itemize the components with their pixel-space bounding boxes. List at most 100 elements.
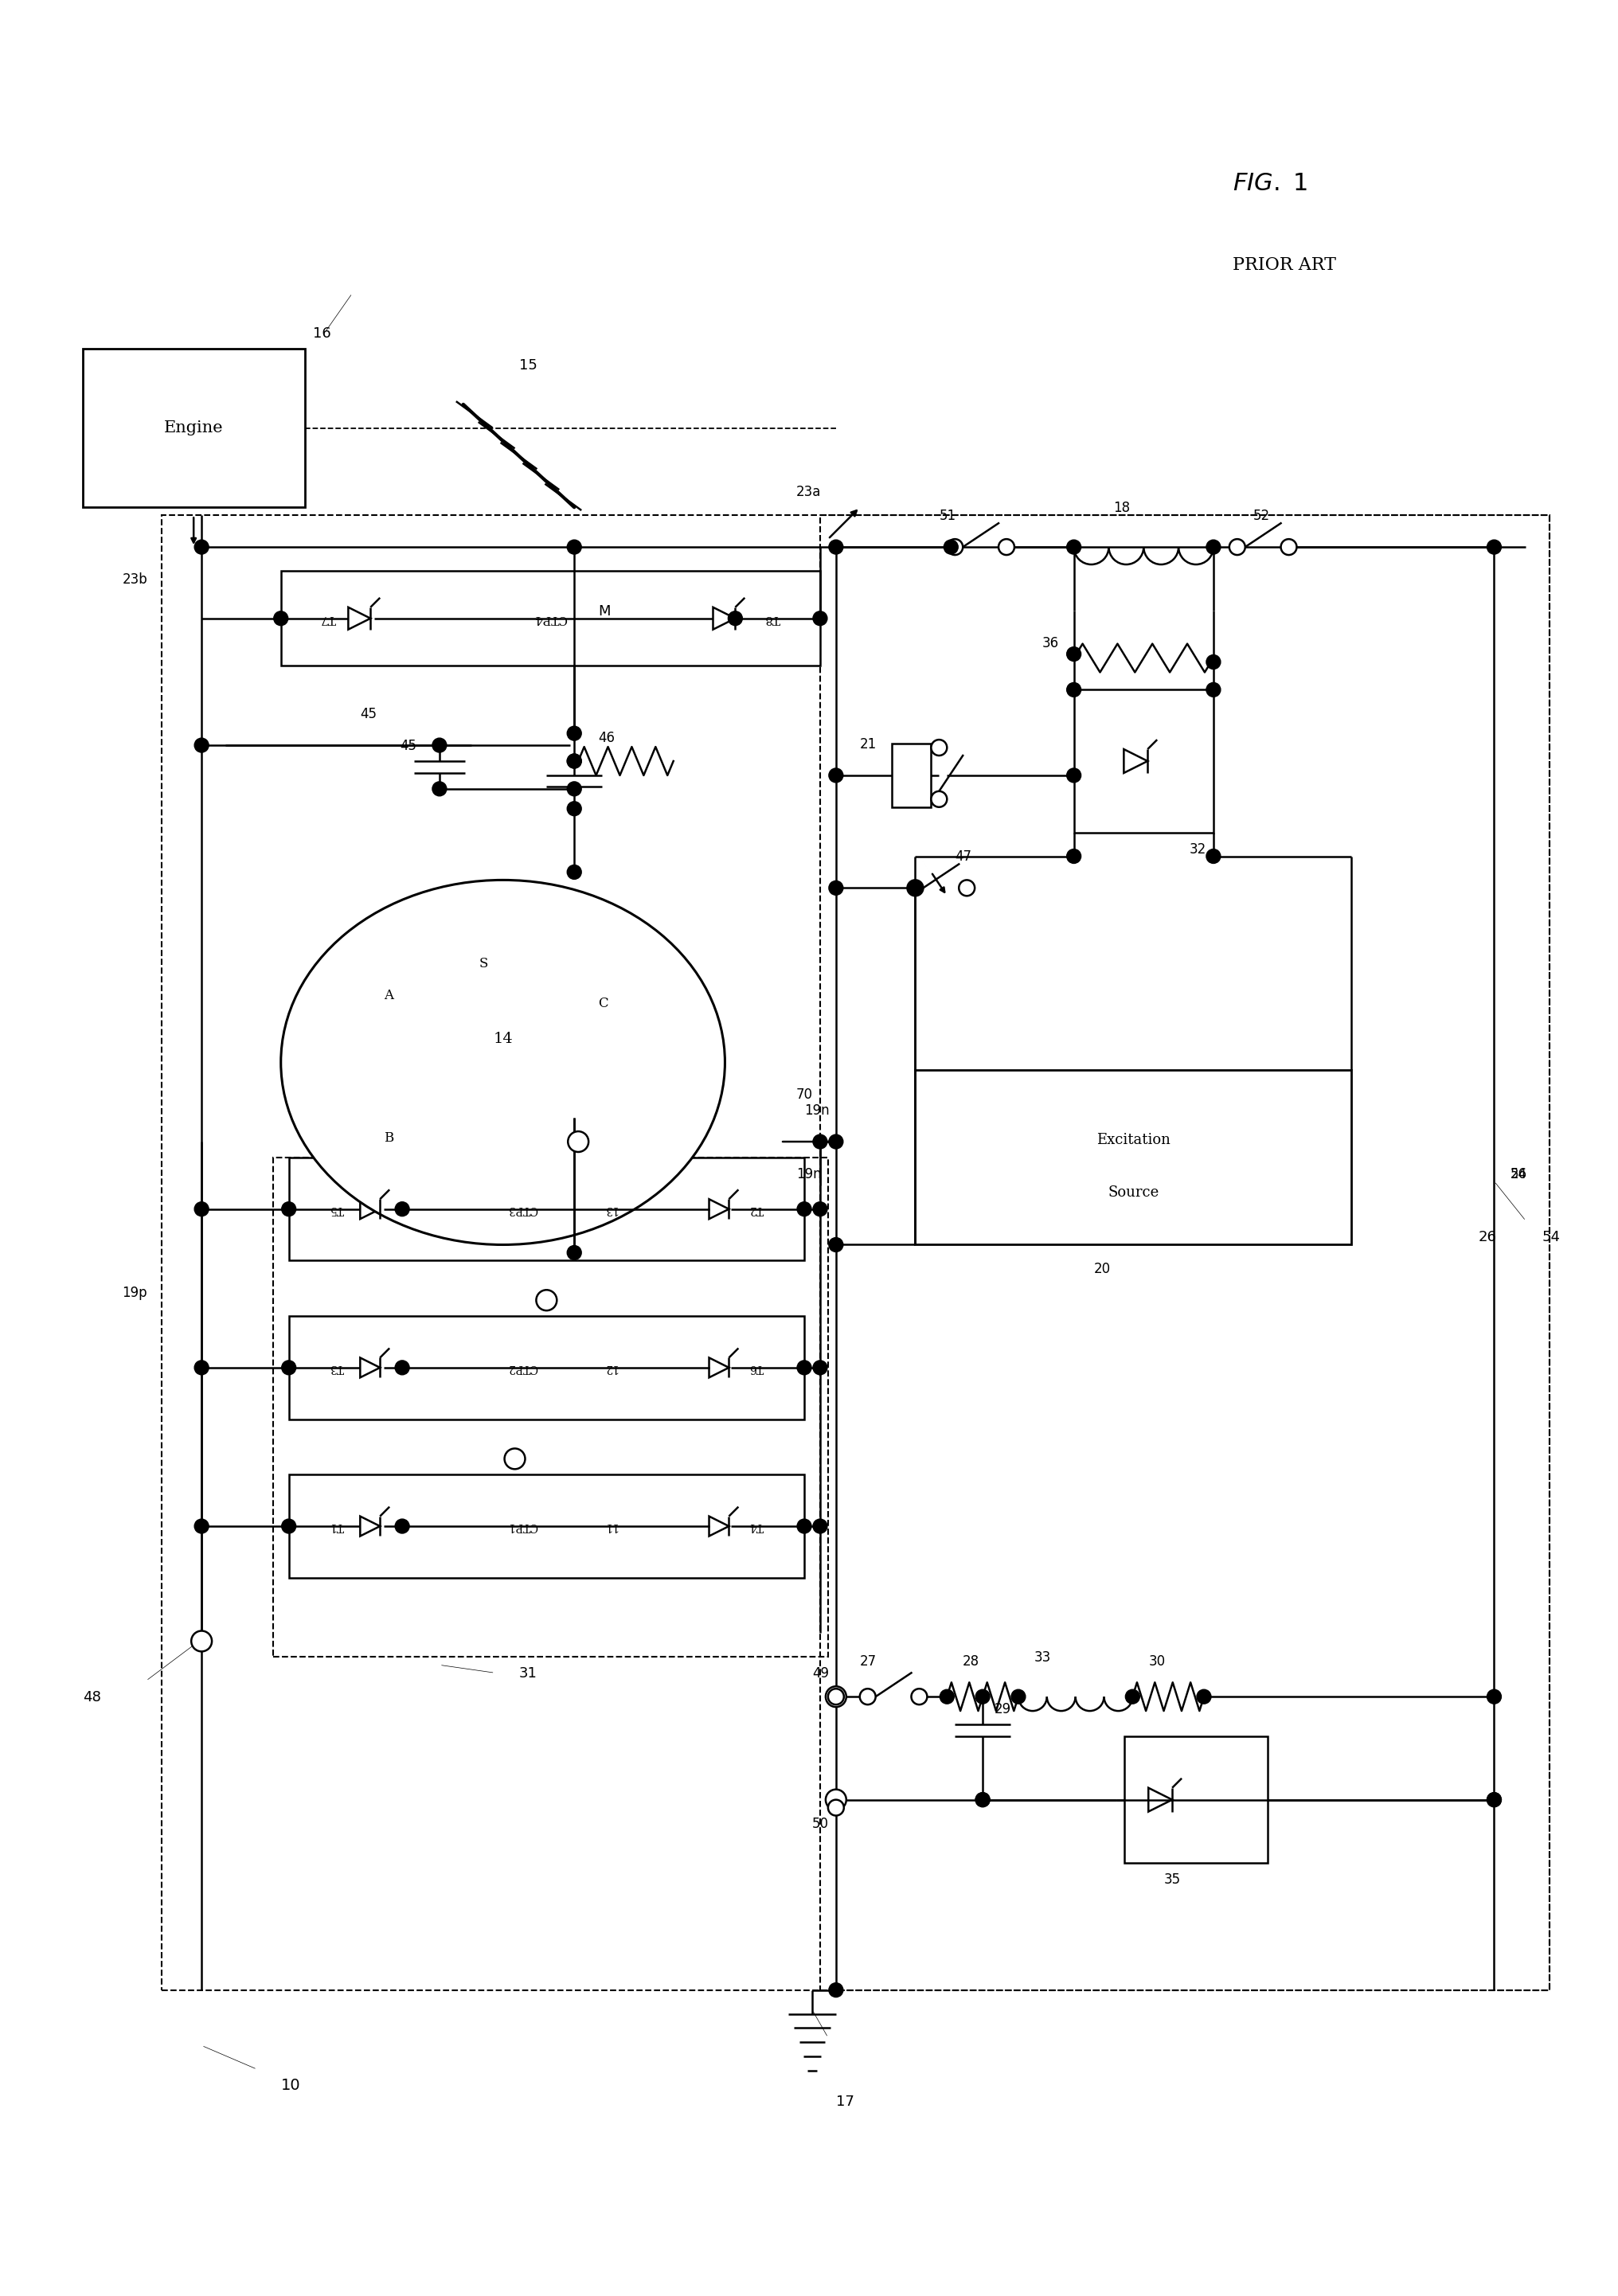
Circle shape [943,540,958,553]
Circle shape [395,1201,409,1217]
Circle shape [812,1520,827,1534]
Text: 45: 45 [400,739,416,753]
Circle shape [812,1134,827,1148]
Text: 54: 54 [1510,1166,1526,1182]
Text: 11: 11 [602,1520,616,1531]
Circle shape [566,753,581,769]
Text: T8: T8 [764,613,780,625]
Circle shape [194,1520,209,1534]
Circle shape [282,1362,296,1375]
Circle shape [1125,1690,1139,1704]
Circle shape [194,540,209,553]
Circle shape [194,1362,209,1375]
Circle shape [1011,1690,1024,1704]
Text: 21: 21 [859,737,877,751]
Circle shape [828,540,843,553]
Circle shape [796,1201,811,1217]
Circle shape [828,882,843,895]
Circle shape [395,1362,409,1375]
Text: PRIOR ART: PRIOR ART [1231,255,1335,273]
Circle shape [282,1201,296,1217]
Text: B: B [383,1132,393,1146]
Circle shape [940,1690,953,1704]
Text: Engine: Engine [163,420,223,436]
Bar [288,1316,804,1419]
Circle shape [796,1362,811,1375]
Text: T4: T4 [749,1520,764,1531]
Text: 12: 12 [602,1362,616,1373]
Circle shape [825,1685,846,1706]
Text: 32: 32 [1189,843,1205,856]
Text: 15: 15 [518,358,537,372]
Circle shape [828,1134,843,1148]
Circle shape [1228,540,1244,556]
Bar [162,514,1548,1991]
Text: Source: Source [1107,1185,1158,1199]
Circle shape [1487,1690,1500,1704]
Circle shape [1066,769,1081,783]
Text: 14: 14 [493,1031,513,1045]
Bar [1073,689,1214,833]
Text: 23b: 23b [123,572,147,588]
Bar [1125,1736,1267,1862]
Circle shape [976,1793,989,1807]
Circle shape [568,1132,589,1153]
Circle shape [825,1789,846,1809]
Circle shape [432,781,447,797]
Text: 48: 48 [83,1690,100,1704]
Text: 35: 35 [1163,1874,1181,1887]
Text: 51: 51 [938,510,955,523]
Circle shape [728,611,743,625]
Circle shape [282,1520,296,1534]
Text: 26: 26 [1510,1166,1526,1182]
Text: 27: 27 [859,1655,875,1669]
Circle shape [930,792,947,808]
Text: 18: 18 [1113,501,1129,514]
Circle shape [1066,540,1081,553]
Circle shape [395,1520,409,1534]
Circle shape [828,1984,843,1998]
Circle shape [566,1244,581,1261]
Circle shape [566,801,581,815]
Text: 16: 16 [312,326,330,340]
Text: CTP3: CTP3 [508,1203,537,1215]
Circle shape [947,540,963,556]
Bar [288,1157,804,1261]
Text: M: M [597,604,610,618]
Circle shape [566,866,581,879]
Circle shape [1205,654,1220,668]
Circle shape [1280,540,1296,556]
Bar [914,1070,1351,1244]
Circle shape [812,611,827,625]
Text: 36: 36 [1042,636,1058,650]
Circle shape [976,1793,989,1807]
Circle shape [191,1630,212,1651]
Circle shape [998,540,1014,556]
Circle shape [828,1238,843,1251]
Circle shape [1205,682,1220,698]
Text: T3: T3 [328,1362,343,1373]
Text: 33: 33 [1034,1651,1050,1665]
Circle shape [906,879,922,895]
Circle shape [1487,1793,1500,1807]
Circle shape [812,1201,827,1217]
Text: CTP1: CTP1 [508,1520,537,1531]
Text: 54: 54 [1540,1231,1560,1244]
Circle shape [796,1520,811,1534]
Text: 49: 49 [812,1667,828,1681]
Text: 13: 13 [602,1203,616,1215]
Text: 52: 52 [1252,510,1269,523]
Text: 46: 46 [597,730,615,746]
Text: 20: 20 [1094,1263,1110,1277]
Circle shape [566,781,581,797]
Bar [288,1474,804,1577]
Circle shape [1196,1690,1210,1704]
Circle shape [1066,647,1081,661]
Text: 19n: 19n [804,1104,828,1118]
Text: 10: 10 [282,2078,301,2094]
Circle shape [930,739,947,755]
Circle shape [1205,540,1220,553]
Text: CTP4: CTP4 [534,613,566,625]
Bar [83,349,304,507]
Text: 17: 17 [835,2094,854,2110]
